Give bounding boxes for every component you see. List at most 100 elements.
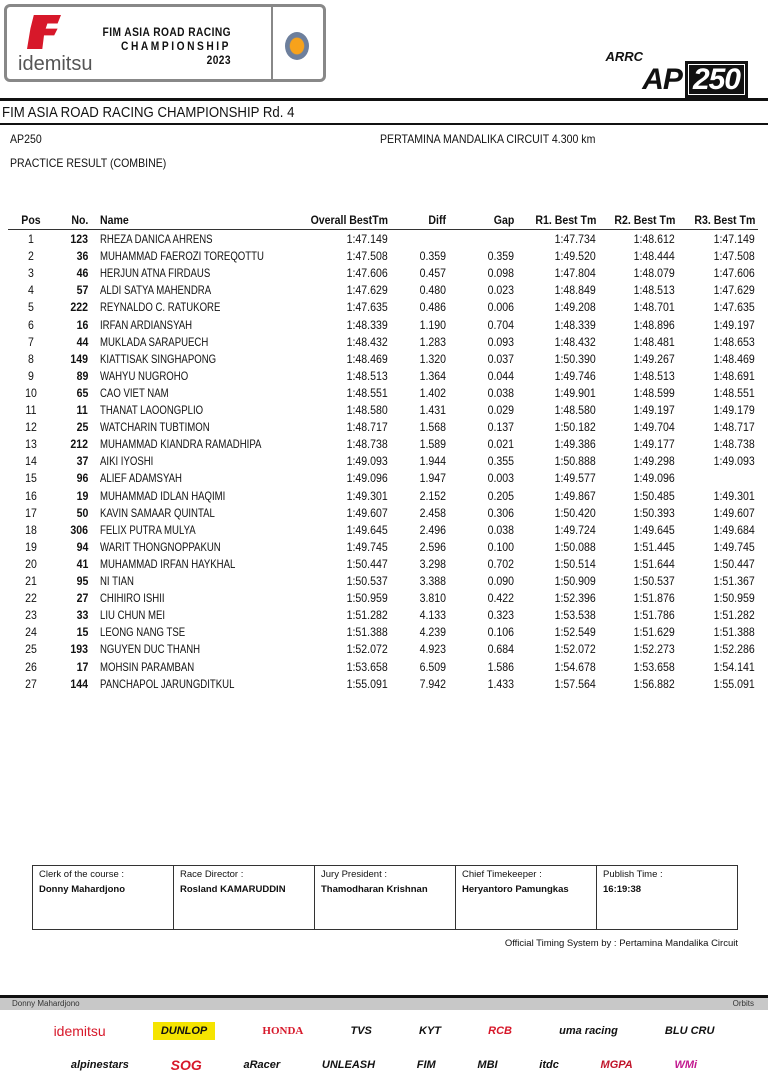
cell-diff: 1.568 <box>419 420 446 435</box>
cell-number: 16 <box>76 317 88 332</box>
cell-diff: 4.239 <box>419 625 446 640</box>
column-header-r2-best: R2. Best Tm <box>613 213 675 227</box>
cell-number: 33 <box>76 608 88 623</box>
cell-r1-best: 1:53.538 <box>554 608 596 623</box>
cell-pos: 21 <box>25 574 37 588</box>
sponsor-logo-uma-racing: uma racing <box>559 1025 618 1037</box>
cell-number: 94 <box>76 539 88 554</box>
logo-line: CHAMPIONSHIP <box>121 39 231 53</box>
column-header-name: Name <box>100 213 129 227</box>
cell-overall-best: 1:49.093 <box>346 454 388 469</box>
cell-overall-best: 1:48.580 <box>346 403 388 417</box>
sponsor-row-2: alpinestars SOG aRacer UNLEASH FIM MBI itdc MGP… <box>0 1054 768 1076</box>
event-logo-box: idemitsu FIM ASIA ROAD RACING CHAMPIONSH… <box>4 4 326 82</box>
cell-r1-best: 1:50.088 <box>554 539 596 554</box>
cell-overall-best: 1:50.447 <box>346 556 388 571</box>
cell-r1-best: 1:47.804 <box>554 266 596 281</box>
sponsor-logo-honda: HONDA <box>262 1025 304 1037</box>
cell-overall-best: 1:49.301 <box>346 488 388 503</box>
cell-name: LEONG NANG TSE <box>100 625 186 640</box>
cell-gap: 0.037 <box>487 351 514 366</box>
cell-diff: 1.283 <box>419 334 446 349</box>
cell-number: 36 <box>76 249 88 264</box>
cell-gap: 0.702 <box>487 556 514 571</box>
cell-pos: 12 <box>25 420 37 435</box>
cell-name: REYNALDO C. RATUKORE <box>100 300 221 315</box>
cell-overall-best: 1:50.959 <box>346 591 388 606</box>
cell-r3-best: 1:54.141 <box>713 659 755 674</box>
logo-arrc: ARRC <box>605 49 643 64</box>
cell-diff: 4.923 <box>419 642 446 657</box>
cell-number: 27 <box>76 591 88 606</box>
cell-name: MUHAMMAD IDLAN HAQIMI <box>100 488 226 503</box>
cell-r3-best: 1:49.745 <box>713 539 755 554</box>
logo-ap: AP <box>642 63 683 96</box>
idemitsu-logo-icon <box>27 15 61 49</box>
cell-r3-best: 1:50.447 <box>713 556 755 571</box>
cell-pos: 23 <box>25 608 37 623</box>
sponsor-logo-mbi: MBI <box>477 1059 498 1071</box>
cell-pos: 27 <box>25 676 37 691</box>
sponsor-logo-rcb: RCB <box>488 1025 512 1037</box>
cell-overall-best: 1:48.717 <box>346 420 388 435</box>
cell-r3-best: 1:51.282 <box>713 608 755 623</box>
cell-number: 306 <box>70 522 88 537</box>
header-underline <box>8 229 758 230</box>
cell-pos: 6 <box>28 317 34 332</box>
cell-gap: 0.684 <box>487 642 514 657</box>
cell-r1-best: 1:48.339 <box>554 317 596 332</box>
cell-number: 95 <box>76 574 88 588</box>
cell-gap: 1.433 <box>487 676 514 691</box>
cell-gap: 0.006 <box>487 300 514 315</box>
cell-overall-best: 1:48.339 <box>346 317 388 332</box>
cell-overall-best: 1:48.432 <box>346 334 388 349</box>
cell-overall-best: 1:48.551 <box>346 385 388 400</box>
cell-overall-best: 1:52.072 <box>346 642 388 657</box>
cell-pos: 16 <box>25 488 37 503</box>
cell-name: LIU CHUN MEI <box>100 608 166 623</box>
cell-name: KAVIN SAMAAR QUINTAL <box>100 505 215 520</box>
cell-overall-best: 1:47.508 <box>346 249 388 264</box>
circuit-label: PERTAMINA MANDALIKA CIRCUIT 4.300 km <box>380 132 596 146</box>
cell-r1-best: 1:50.390 <box>554 351 596 366</box>
cell-number: 25 <box>76 420 88 435</box>
cell-r3-best: 1:49.684 <box>713 522 755 537</box>
cell-pos: 10 <box>25 385 37 400</box>
cell-diff: 1.431 <box>419 403 446 417</box>
cell-r2-best: 1:51.644 <box>633 556 675 571</box>
signature-chief-timekeeper: Chief Timekeeper : Heryantoro Pamungkas <box>456 866 597 929</box>
sig-value: Donny Mahardjono <box>39 884 126 895</box>
logo-line: 2023 <box>206 53 231 67</box>
cell-r2-best: 1:51.786 <box>633 608 675 623</box>
cell-name: ALDI SATYA MAHENDRA <box>100 283 212 298</box>
cell-gap: 0.422 <box>487 591 514 606</box>
cell-pos: 8 <box>28 351 34 366</box>
sig-value: 16:19:38 <box>603 884 642 895</box>
cell-diff: 2.152 <box>419 488 446 503</box>
cell-r3-best: 1:48.551 <box>713 385 755 400</box>
cell-diff: 1.320 <box>419 351 446 366</box>
cell-diff: 2.458 <box>419 505 446 520</box>
official-timing-note: Official Timing System by : Pertamina Ma… <box>504 938 738 949</box>
footer-right-text: Orbits <box>732 999 754 1008</box>
cell-number: 144 <box>70 676 88 691</box>
cell-pos: 5 <box>28 300 34 315</box>
footer-left-text: Donny Mahardjono <box>12 999 80 1008</box>
cell-r3-best: 1:48.691 <box>713 368 755 383</box>
cell-r1-best: 1:49.746 <box>554 368 596 383</box>
cell-overall-best: 1:49.645 <box>346 522 388 537</box>
sponsor-logo-tvs: TVS <box>350 1025 372 1037</box>
cell-r3-best: 1:51.367 <box>713 574 755 588</box>
cell-r1-best: 1:47.734 <box>554 232 596 246</box>
cell-diff: 2.496 <box>419 522 446 537</box>
cell-r1-best: 1:49.724 <box>554 522 596 537</box>
cell-diff: 0.486 <box>419 300 446 315</box>
cell-r3-best: 1:55.091 <box>713 676 755 691</box>
cell-r1-best: 1:49.901 <box>554 385 596 400</box>
cell-number: 15 <box>76 625 88 640</box>
cell-r1-best: 1:50.888 <box>554 454 596 469</box>
sponsor-row-1: idemitsu DUNLOP HONDA TVS KYT RCB uma racing BL… <box>0 1020 768 1042</box>
cell-diff: 3.298 <box>419 556 446 571</box>
cell-gap: 0.090 <box>487 574 514 588</box>
cell-diff: 3.810 <box>419 591 446 606</box>
